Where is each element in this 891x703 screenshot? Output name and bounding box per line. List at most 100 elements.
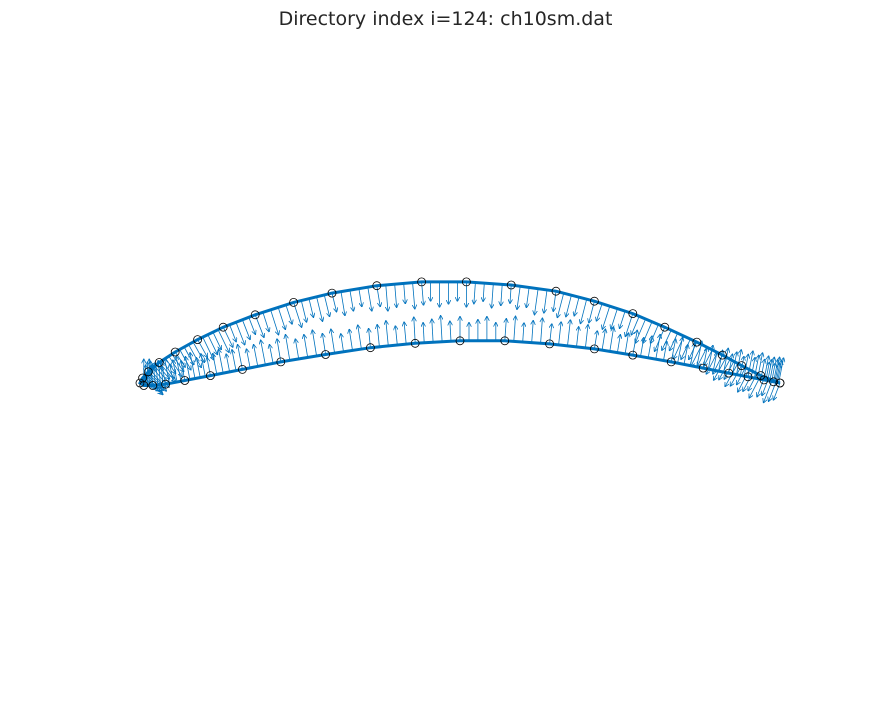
normal-vector-arrow bbox=[640, 338, 644, 357]
normal-vector-arrow bbox=[526, 287, 530, 308]
normal-vector-arrow bbox=[386, 321, 389, 346]
airfoil-point-marker bbox=[500, 336, 510, 346]
airfoil-point-marker bbox=[775, 378, 785, 388]
normal-vector-arrow bbox=[156, 364, 158, 386]
normal-vector-arrow bbox=[620, 310, 626, 328]
airfoil-point-marker bbox=[692, 337, 702, 347]
airfoil-point-marker bbox=[743, 372, 753, 382]
airfoil-point-marker bbox=[193, 335, 203, 345]
normal-vector-arrow bbox=[535, 288, 539, 315]
airfoil-curve bbox=[138, 280, 781, 387]
normal-vector-arrow bbox=[581, 299, 588, 323]
airfoil-point-marker bbox=[417, 277, 427, 287]
normal-vector-arrow bbox=[597, 303, 603, 321]
airfoil-point-marker bbox=[666, 357, 676, 367]
normal-vector-arrow bbox=[349, 330, 353, 351]
normal-vector-arrow bbox=[304, 335, 309, 358]
normal-vector-arrow bbox=[349, 290, 354, 311]
airfoil-point-marker bbox=[660, 322, 670, 332]
airfoil-point-marker bbox=[250, 310, 260, 320]
normal-vector-arrow bbox=[566, 295, 572, 316]
normal-vector-arrow bbox=[201, 354, 206, 377]
normal-vector-arrow bbox=[432, 319, 433, 343]
normal-vector-arrow bbox=[655, 335, 660, 360]
normal-vector-arrow bbox=[226, 354, 230, 372]
normal-vector-arrow bbox=[207, 358, 211, 376]
normal-vector-arrow bbox=[602, 305, 611, 329]
normal-vector-arrow bbox=[176, 357, 182, 382]
normal-vector-arrow bbox=[594, 331, 597, 349]
airfoil-point-marker bbox=[410, 338, 420, 348]
normal-vector-arrow bbox=[213, 354, 218, 375]
normal-vector-arrow bbox=[723, 349, 729, 373]
airfoil-point-marker bbox=[698, 363, 708, 373]
normal-vector-arrow bbox=[331, 293, 337, 312]
airfoil-point-marker bbox=[237, 364, 247, 374]
normal-vector-arrow bbox=[728, 354, 733, 374]
normal-vector-arrow bbox=[404, 283, 406, 303]
normal-vector-arrow bbox=[702, 348, 707, 369]
normal-vector-arrow bbox=[165, 359, 170, 384]
normal-vector-arrow bbox=[395, 326, 397, 346]
airfoil-point-marker bbox=[724, 368, 734, 378]
normal-vector-arrow bbox=[517, 286, 521, 309]
airfoil-point-marker bbox=[372, 281, 382, 291]
normal-vector-arrow bbox=[173, 360, 178, 383]
normal-vector-arrow bbox=[777, 361, 781, 383]
normal-vector-arrow bbox=[501, 284, 502, 305]
normal-vector-arrow bbox=[647, 336, 652, 358]
normal-vector-arrow bbox=[377, 325, 379, 347]
normal-vector-arrow bbox=[186, 357, 191, 380]
airfoil-point-marker bbox=[276, 357, 286, 367]
airfoil-point-marker bbox=[161, 379, 171, 389]
normal-vector-arrow bbox=[222, 327, 233, 347]
normal-vector-arrow bbox=[232, 350, 237, 371]
normal-vector-arrow bbox=[574, 297, 580, 315]
normal-vector-arrow bbox=[505, 319, 507, 341]
normal-vector-arrow bbox=[308, 298, 313, 317]
normal-vector-arrow bbox=[662, 330, 672, 350]
normal-vector-arrow bbox=[316, 296, 323, 321]
normal-vector-arrow bbox=[170, 364, 174, 383]
normal-vector-arrow bbox=[300, 300, 306, 322]
normal-vector-arrow bbox=[285, 304, 292, 324]
airfoil-point-marker bbox=[461, 277, 471, 287]
normal-vector-arrow bbox=[386, 284, 388, 311]
normal-vector-arrow bbox=[254, 345, 259, 367]
normal-vector-arrow bbox=[270, 309, 279, 335]
normal-vector-arrow bbox=[541, 318, 543, 344]
normal-vector-arrow bbox=[270, 345, 274, 364]
airfoil-point-marker bbox=[718, 350, 727, 360]
normal-vector-arrow bbox=[196, 358, 201, 378]
normal-vector-arrow bbox=[585, 325, 588, 348]
airfoil-point-marker bbox=[737, 361, 746, 371]
normal-vector-arrow bbox=[523, 323, 524, 343]
airfoil-point-marker bbox=[143, 367, 153, 377]
normal-vector-arrow bbox=[286, 335, 291, 361]
normal-vector-arrow bbox=[261, 340, 266, 365]
normal-vector-arrow bbox=[235, 322, 245, 344]
normal-vector-arrow bbox=[769, 358, 775, 382]
normal-vector-arrow bbox=[413, 282, 415, 309]
normal-vector-arrow bbox=[376, 285, 380, 307]
normal-vector-arrow bbox=[358, 288, 362, 307]
normal-vector-arrow bbox=[369, 329, 371, 348]
normal-vector-arrow bbox=[553, 291, 557, 311]
normal-vector-arrow bbox=[743, 355, 748, 377]
airfoil-point-marker bbox=[327, 288, 337, 298]
airfoil-point-marker bbox=[139, 381, 149, 390]
normal-vector-arrow bbox=[532, 321, 534, 343]
normal-vector-arrow bbox=[683, 345, 688, 365]
airfoil-point-marker bbox=[170, 347, 180, 357]
normal-vector-arrow bbox=[748, 373, 758, 391]
normal-vector-arrow bbox=[631, 316, 640, 334]
normal-vector-arrow bbox=[558, 322, 562, 345]
airfoil-point-marker bbox=[455, 336, 465, 346]
normal-vector-arrow bbox=[312, 330, 317, 357]
normal-vector-arrow bbox=[714, 357, 727, 380]
normal-vector-arrow bbox=[217, 329, 229, 353]
normal-vector-arrow bbox=[677, 338, 683, 364]
normal-vector-arrow bbox=[340, 291, 345, 316]
normal-vector-arrow bbox=[557, 293, 565, 317]
